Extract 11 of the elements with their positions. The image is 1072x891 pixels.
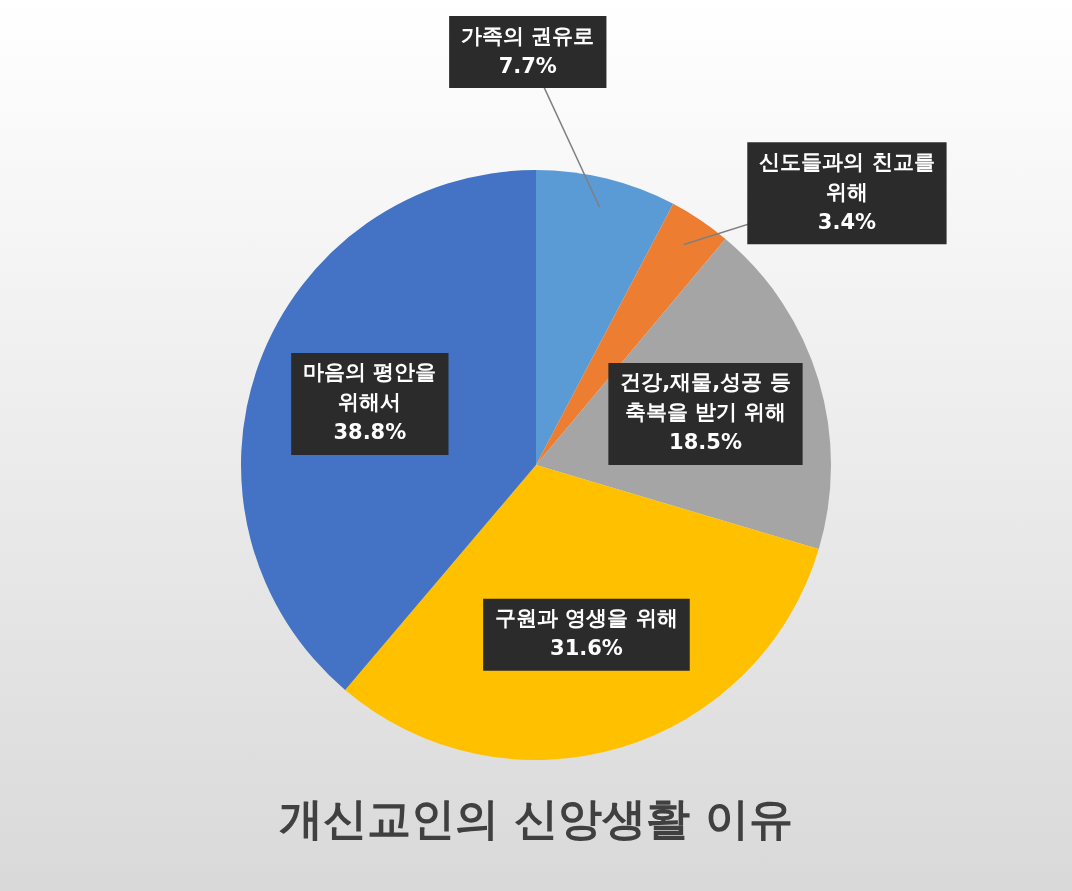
data-label: 7.7% (498, 53, 557, 78)
slice-label: 건강,재물,성공 등 축복을 받기 위해 (620, 370, 791, 425)
data-label: 31.6% (550, 636, 623, 661)
slice-label: 구원과 영생을 위해 (495, 606, 678, 631)
data-label: 18.5% (669, 430, 742, 455)
text: 개신교인의 신앙생활 이유 (277, 792, 795, 846)
slice-label: 가족의 권유로 (461, 23, 595, 48)
data-label: 38.8% (333, 420, 407, 445)
slice-label: 신도들과의 친교를 위해 (759, 149, 935, 204)
slice-label: 마음의 평안을 위해서 (303, 360, 437, 415)
data-label: 3.4% (817, 209, 877, 234)
